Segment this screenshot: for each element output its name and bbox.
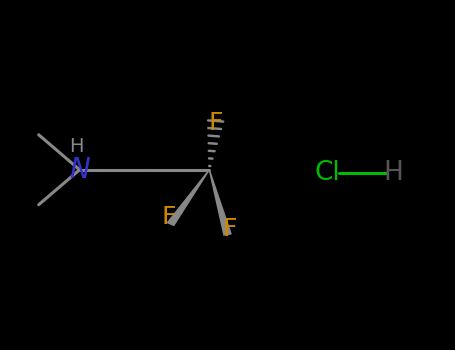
Polygon shape [167,170,209,225]
Text: Cl: Cl [315,160,340,186]
Text: F: F [161,205,176,229]
Text: N: N [69,156,90,184]
Text: H: H [69,138,83,156]
Text: H: H [384,160,404,186]
Text: F: F [209,111,223,134]
Text: F: F [222,217,237,241]
Polygon shape [209,170,231,235]
